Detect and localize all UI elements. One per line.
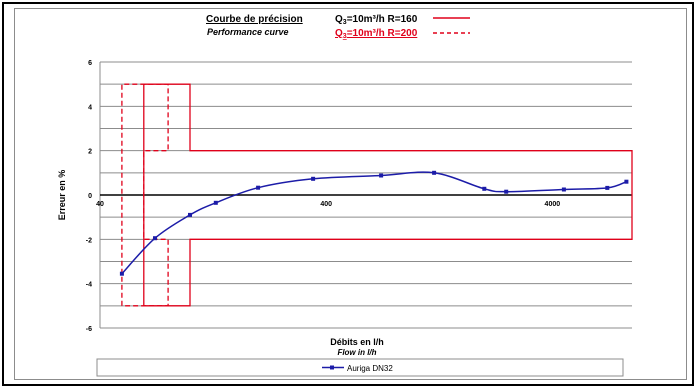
legend-solid-label: Q3=10m³/h R=160 <box>335 14 418 26</box>
y-tick-label: -2 <box>86 237 92 244</box>
legend-solid-q: Q <box>335 14 343 25</box>
legend-dashed-sub: 3 <box>343 33 347 40</box>
data-point <box>624 179 629 184</box>
inner-frame <box>14 8 687 380</box>
envelope-r200 <box>121 83 169 307</box>
x-axis-label: Débits en l/h <box>330 337 384 347</box>
legend-dashed-q: Q <box>335 28 343 39</box>
data-point <box>188 212 192 217</box>
data-point <box>482 186 487 191</box>
y-axis-label: Erreur en % <box>57 170 67 221</box>
legend-solid-sub: 3 <box>343 19 347 26</box>
data-point <box>256 185 261 190</box>
y-tick-label: 4 <box>88 104 92 111</box>
series-legend-marker <box>330 365 334 370</box>
outer-frame <box>2 2 694 386</box>
data-point <box>153 236 157 241</box>
title-fr: Courbe de précision <box>206 14 303 25</box>
title-en: Performance curve <box>207 27 289 37</box>
tick-labels: -6 -4 -2 0 2 4 6 40 400 4000 <box>86 60 560 333</box>
series-legend-box <box>96 358 624 377</box>
data-point <box>213 200 218 205</box>
x-tick-label: 4000 <box>545 201 561 208</box>
y-tick-label: 2 <box>88 149 92 156</box>
x-axis-label-en: Flow in l/h <box>337 348 376 357</box>
legend-dashed-label: Q3=10m³/h R=200 <box>335 28 418 40</box>
y-tick-label: 6 <box>88 60 92 67</box>
y-tick-label: -6 <box>86 326 92 333</box>
y-tick-label: -4 <box>86 282 92 289</box>
series-legend-label: Auriga DN32 <box>347 364 393 373</box>
x-tick-label: 400 <box>320 201 332 208</box>
legend-solid-rest: =10m³/h R=160 <box>347 14 418 25</box>
grid-lines <box>99 61 632 329</box>
legend-dashed-rest: =10m³/h R=200 <box>347 28 418 39</box>
data-point <box>311 176 316 181</box>
data-point <box>379 173 384 178</box>
data-point <box>504 189 509 194</box>
series-line <box>121 171 627 275</box>
data-point <box>119 271 124 276</box>
x-tick-label: 40 <box>96 201 104 208</box>
series-lines <box>119 170 629 276</box>
data-point <box>561 187 566 192</box>
data-point <box>432 170 437 175</box>
data-point <box>605 185 610 190</box>
y-tick-label: 0 <box>88 193 92 200</box>
tolerance-envelopes <box>121 83 633 307</box>
